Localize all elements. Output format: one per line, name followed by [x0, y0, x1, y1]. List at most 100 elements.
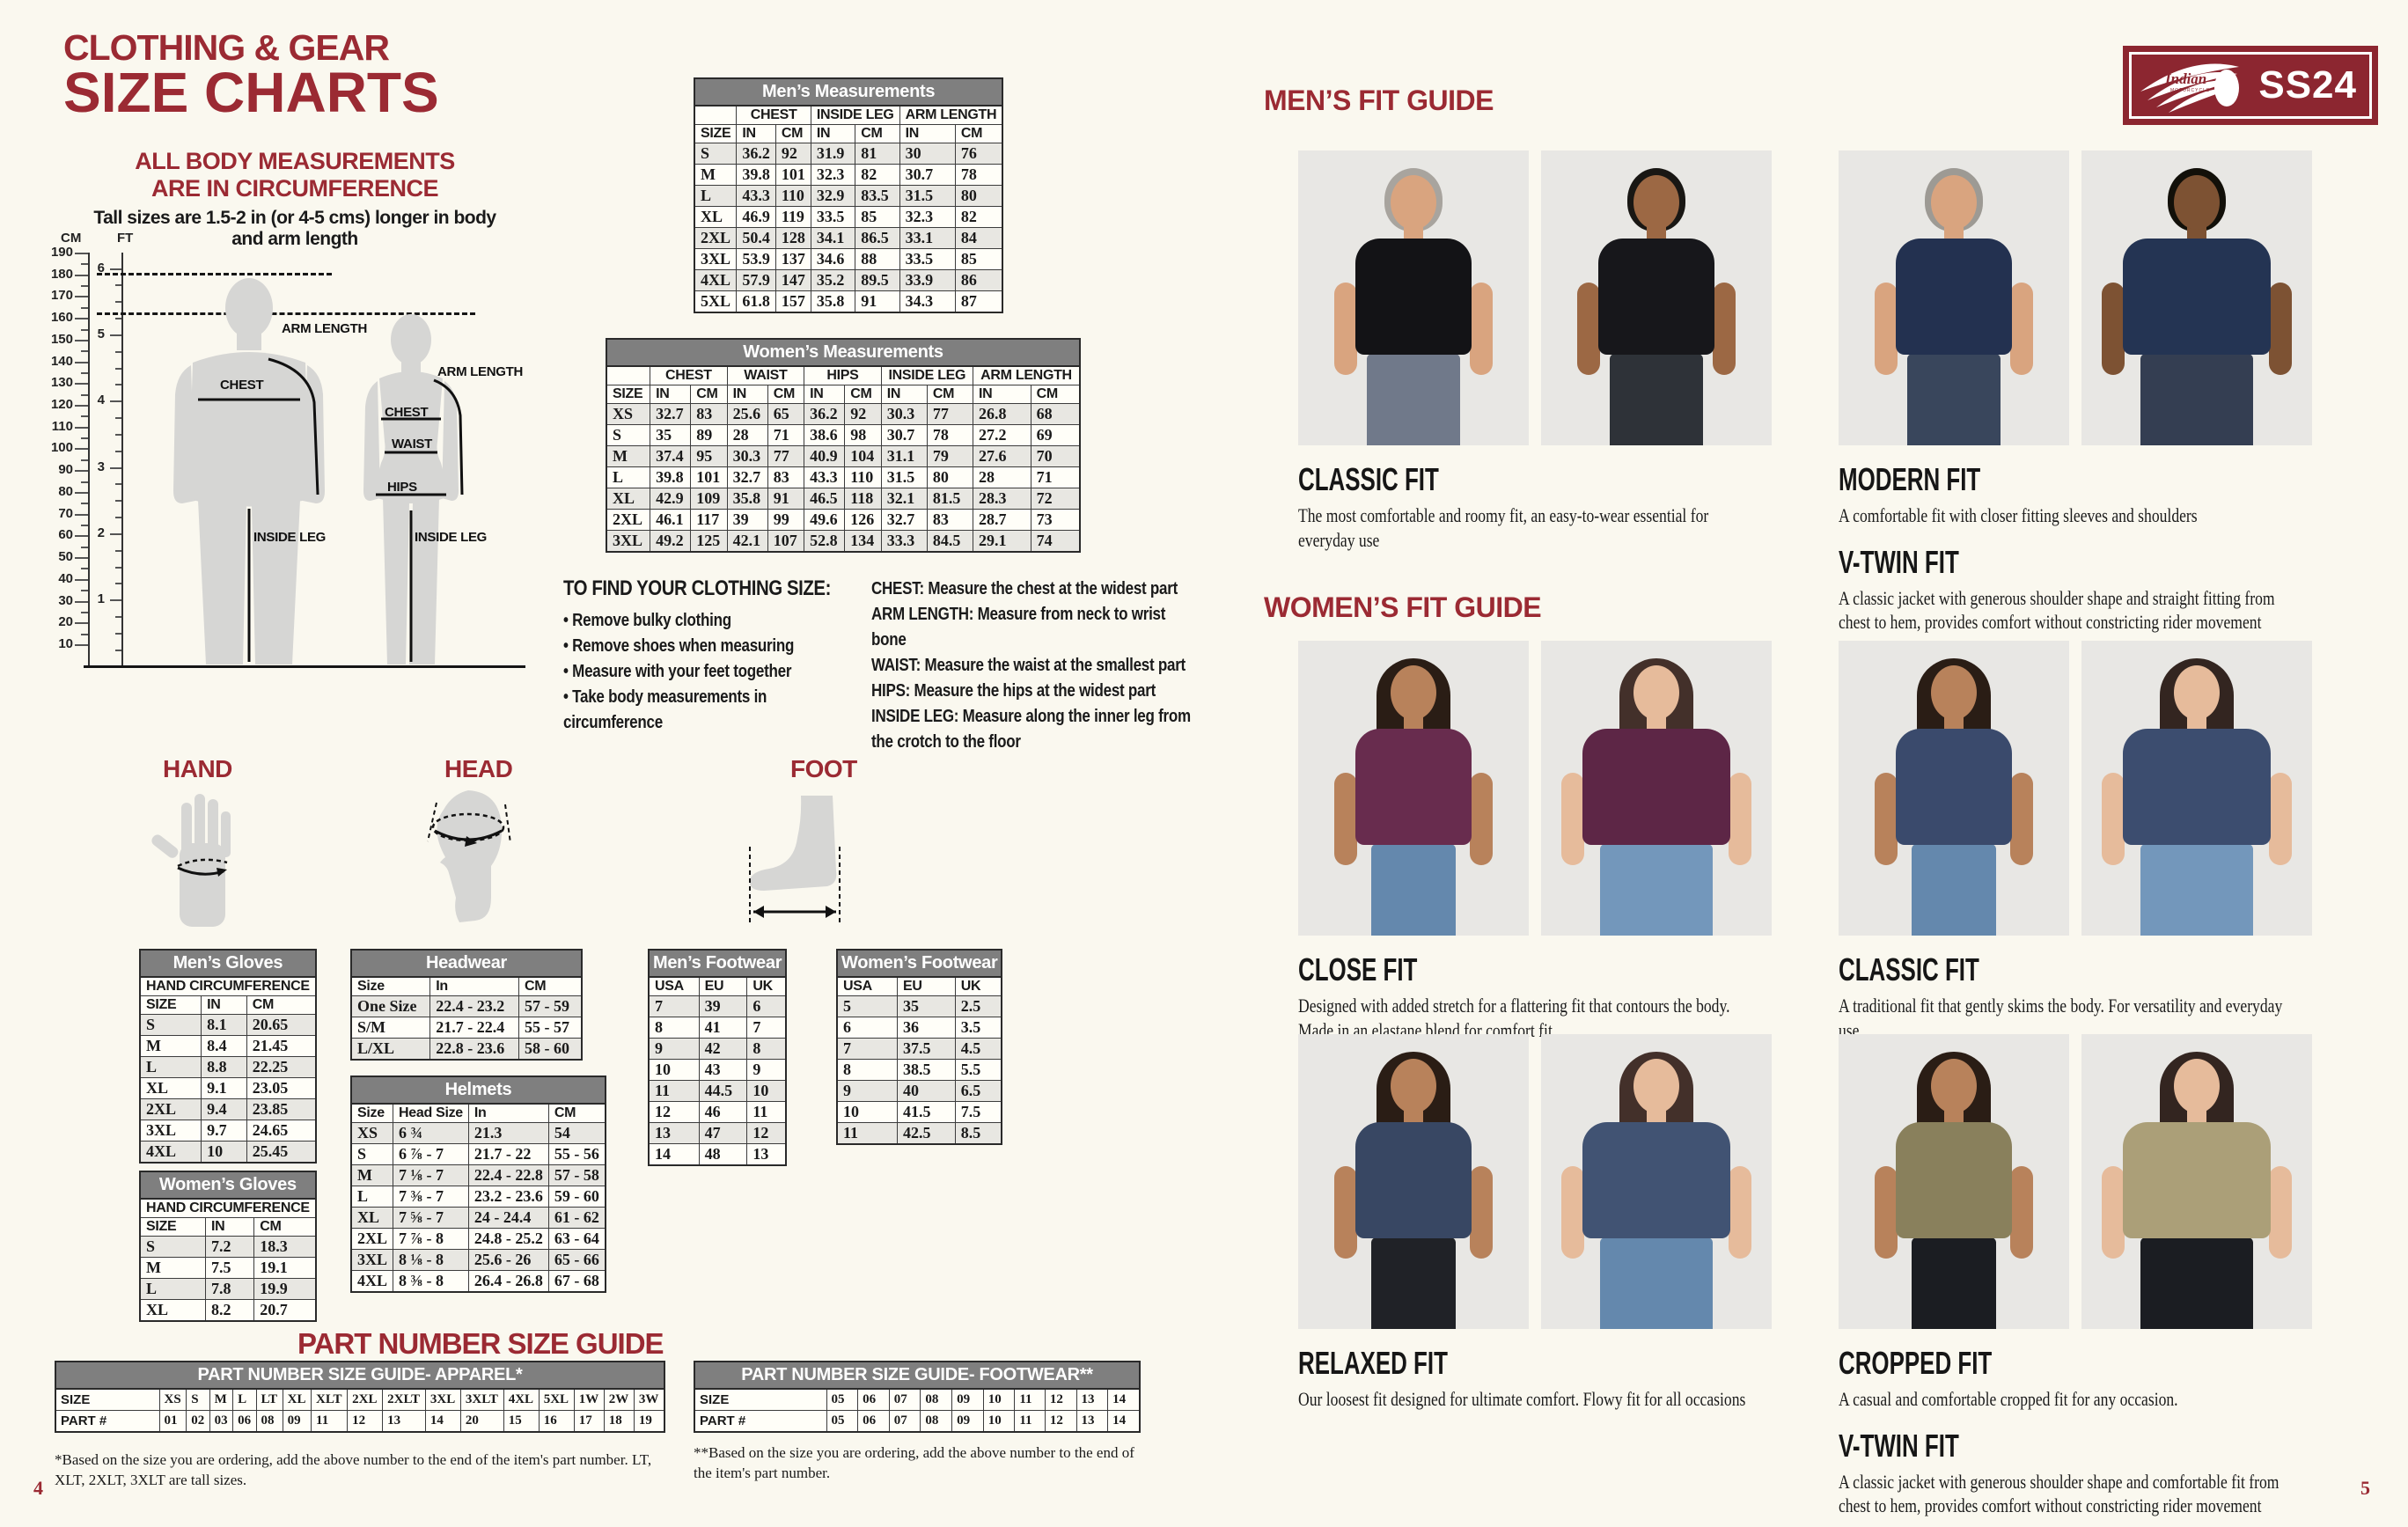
person-figure: [1839, 150, 2069, 445]
table-cell: 46: [698, 1101, 748, 1123]
fit-description: The most comfortable and roomy fit, an e…: [1298, 504, 1709, 551]
fit-description: A casual and comfortable cropped fit for…: [1839, 1388, 2178, 1410]
tshirt: [1582, 1122, 1730, 1238]
head: [1931, 665, 1977, 720]
fit-title-text: RELAXED FIT: [1298, 1345, 1448, 1381]
table-cell: 05: [826, 1410, 859, 1433]
table-cell: 4XL: [694, 269, 738, 291]
table-cell: 15: [503, 1410, 540, 1433]
cm-minor-tick: [81, 371, 88, 374]
pants: [1600, 844, 1713, 936]
tshirt: [1355, 1122, 1472, 1238]
table-cell: 125: [690, 530, 728, 553]
table-cell: 13: [382, 1410, 426, 1433]
womens-measurements-table: Women’s Measurements CHEST WAIST HIPS INSIDE…: [606, 338, 1081, 553]
size-table: Women’s Footwear USA EU UK 5 35 2.5 6 36 3.5 7 37.5…: [835, 949, 1003, 1145]
table-cell: 6: [746, 995, 787, 1017]
right-page-number: 5: [2360, 1477, 2370, 1499]
table-cell: 7: [746, 1017, 787, 1039]
fit-title: CLASSIC FIT: [1839, 951, 2312, 988]
table-header-cell: CHEST: [736, 105, 811, 125]
tshirt: [1598, 239, 1714, 355]
table-header-cell: CM: [767, 385, 805, 404]
head: [1391, 665, 1436, 720]
table-cell: 14: [1107, 1388, 1141, 1411]
table-cell: 13: [1076, 1388, 1109, 1411]
fit-photo: [2081, 1034, 2312, 1329]
table-cell: 9.4: [201, 1098, 247, 1120]
table-cell: 43.3: [736, 185, 776, 207]
table-cell: 104: [844, 445, 882, 467]
table-cell: 33.3: [880, 530, 928, 553]
table-row: L 7.8 19.9: [139, 1278, 317, 1300]
cm-tick-label: 140: [50, 353, 73, 369]
ft-tick: [110, 268, 121, 270]
table-cell: 13: [648, 1122, 700, 1144]
table-header-cell: IN: [650, 385, 692, 404]
table-cell: 76: [954, 143, 1003, 165]
table-cell: 3W: [633, 1388, 665, 1411]
table-cell: 8: [746, 1038, 787, 1060]
table-cell: 71: [767, 424, 805, 446]
table-row: XS 32.7 83 25.6 65 36.2 92 30.3 77 26.8 68: [606, 403, 1081, 425]
table-cell: 43: [698, 1059, 748, 1081]
table-cell: 3.5: [954, 1017, 1002, 1039]
ft-minor-tick: [115, 301, 121, 304]
male-height-dash-line: [97, 273, 332, 275]
table-cell: 22.4 - 23.2: [429, 995, 520, 1017]
table-cell: 38.6: [804, 424, 846, 446]
fit-title: V-TWIN FIT: [1839, 1428, 2312, 1465]
mens-gloves-table: Men’s Gloves HAND CIRCUMFERENCE SIZE IN CM S 8…: [139, 949, 317, 1164]
table-cell: 12: [648, 1101, 700, 1123]
table-cell: 10: [648, 1059, 700, 1081]
cm-minor-tick: [81, 568, 88, 570]
table-header-cell: CM: [855, 124, 900, 143]
table-cell: 54: [547, 1122, 606, 1144]
ft-minor-tick: [115, 649, 121, 651]
table-header-cell: Size: [350, 1103, 394, 1123]
fit-photo-pair: [1298, 641, 1772, 936]
table-row: L 43.3 110 32.9 83.5 31.5 80: [694, 185, 1003, 207]
fit-photo-pair: [1839, 1034, 2312, 1329]
table-cell: 20: [459, 1410, 504, 1433]
table-cell: 30.3: [726, 445, 768, 467]
table-header-row: SIZE IN CM IN CM IN CM: [694, 124, 1003, 143]
table-cell: 39: [698, 995, 748, 1017]
ft-minor-tick: [115, 318, 121, 320]
table-cell: 28.7: [973, 509, 1031, 531]
table-header-cell: Men’s Footwear: [647, 949, 788, 978]
table-cell: 7: [648, 995, 700, 1017]
table-cell: 05: [826, 1388, 859, 1411]
table-cell: 22.25: [246, 1056, 317, 1078]
person-figure: [2081, 150, 2312, 445]
table-cell: 28.3: [973, 488, 1031, 510]
person-figure: [1298, 150, 1529, 445]
cm-tick: [75, 426, 88, 429]
right-arm: [2010, 773, 2033, 865]
fit-description: A comfortable fit with closer fitting sl…: [1839, 504, 2198, 526]
table-header-cell: In: [429, 976, 520, 996]
table-cell: 7.2: [204, 1236, 255, 1258]
table-cell: 29.1: [973, 530, 1031, 553]
right-arm: [1729, 773, 1751, 865]
table-cell: 4.5: [954, 1038, 1002, 1060]
head: [1391, 1059, 1436, 1113]
female-hips-label: HIPS: [387, 480, 417, 495]
table-cell: 2.5: [954, 995, 1002, 1017]
tshirt: [1582, 729, 1730, 845]
table-cell: 7 ⅜ - 7: [393, 1186, 469, 1208]
table-cell: 6.5: [954, 1080, 1002, 1102]
table-header-cell: SIZE: [694, 124, 738, 143]
mens-footwear-table: Men’s Footwear USA EU UK 7 39 6 8 41 7 9 42 8 10 43 9 11…: [647, 949, 788, 1166]
table-cell: 5.5: [954, 1059, 1002, 1081]
ft-ruler-line: [121, 253, 123, 666]
table-row: S 35 89 28 71 38.6 98 30.7 78 27.2 69: [606, 424, 1081, 446]
table-header-cell: IN: [201, 995, 247, 1015]
table-header-cell: Men’s Gloves: [139, 949, 317, 978]
table-cell: 79: [926, 445, 974, 467]
table-row: 11 42.5 8.5: [836, 1122, 1002, 1145]
fit-photo: [1541, 641, 1772, 936]
logo-inner-frame: Indian MOTORCYCLE SS24: [2129, 52, 2372, 119]
ft-minor-tick: [115, 616, 121, 619]
fit-title: V-TWIN FIT: [1839, 544, 2312, 581]
